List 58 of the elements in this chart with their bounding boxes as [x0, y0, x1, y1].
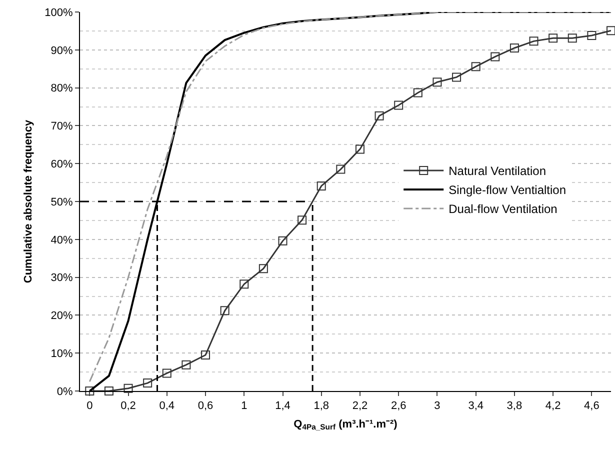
- point: [606, 26, 615, 36]
- x-axis-title: Q$_{4Pa_Surf}$ (m³.h⁻¹.m⁻²): [294, 418, 398, 432]
- y-tick-label: 80%: [50, 82, 74, 95]
- point: [413, 88, 422, 98]
- x-tick-label: 3: [434, 400, 440, 412]
- legend-label: Dual-flow Ventilation: [448, 202, 558, 216]
- x-tick-label: 3,4: [468, 400, 484, 412]
- y-tick-label: 20%: [50, 310, 74, 322]
- x-tick-label: 0,2: [120, 400, 136, 412]
- point: [316, 181, 326, 190]
- y-tick-label: 60%: [50, 158, 74, 170]
- y-tick-label: 10%: [50, 348, 74, 360]
- y-tick-label: 50%: [50, 196, 74, 208]
- x-tick-label: 3,8: [506, 400, 522, 412]
- point: [278, 236, 288, 246]
- point: [220, 306, 230, 316]
- point: [258, 264, 268, 274]
- y-tick-label: 0%: [56, 386, 74, 398]
- point: [587, 31, 596, 40]
- legend-label: Natural Ventilation: [448, 164, 546, 178]
- y-axis-title: Cumulative absolute frequency: [22, 119, 34, 284]
- x-tick-label: 0,6: [198, 400, 214, 412]
- point: [240, 280, 249, 289]
- point: [374, 111, 384, 120]
- x-tick-label: 0: [86, 400, 93, 412]
- point: [432, 78, 442, 87]
- x-tick-label: 2,2: [352, 400, 368, 412]
- x-tick-label: 4,6: [584, 400, 600, 412]
- y-tick-label: 100%: [44, 6, 74, 19]
- y-tick-label: 70%: [50, 120, 74, 133]
- point: [201, 350, 210, 360]
- point: [104, 386, 114, 396]
- point: [182, 360, 191, 370]
- point: [490, 52, 500, 62]
- point: [529, 36, 538, 46]
- point: [471, 62, 480, 72]
- point: [143, 378, 152, 388]
- point: [452, 72, 462, 82]
- y-tick-label: 90%: [50, 44, 74, 57]
- x-tick-label: 1,8: [314, 400, 330, 412]
- point: [85, 386, 94, 396]
- y-tick-label: 40%: [50, 234, 74, 246]
- point: [298, 216, 307, 225]
- point: [336, 164, 346, 174]
- point: [355, 144, 364, 154]
- y-tick-label: 30%: [50, 272, 74, 284]
- point: [394, 100, 404, 110]
- x-tick-label: 4,2: [545, 400, 561, 412]
- point: [162, 368, 172, 378]
- point: [548, 34, 558, 43]
- x-tick-label: 0,4: [159, 400, 175, 412]
- x-tick-label: 1: [241, 400, 248, 412]
- point: [510, 44, 519, 52]
- legend-label: Single-flow Ventialtion: [448, 183, 566, 198]
- x-tick-label: 1,4: [275, 400, 290, 412]
- x-tick-label: 2,6: [390, 400, 406, 412]
- point: [124, 384, 133, 393]
- point: [568, 34, 577, 43]
